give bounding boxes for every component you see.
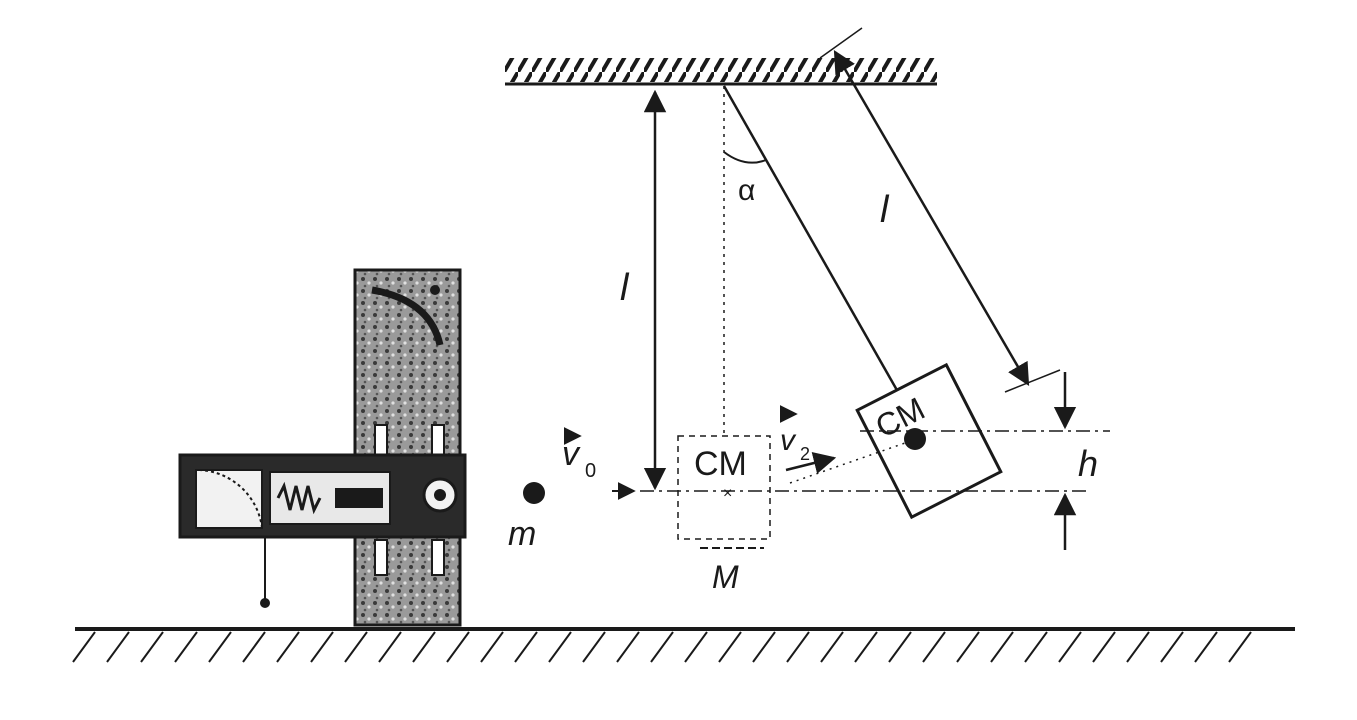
height-label: h (1078, 443, 1098, 484)
launcher-slot-d (431, 539, 445, 576)
ground-hatch-stroke (310, 631, 334, 663)
mass-block-label: M (712, 559, 739, 595)
velocity-initial-symbol: v (562, 435, 581, 473)
velocity-initial-subscript: 0 (585, 460, 596, 482)
length-slanted-extension-top (819, 27, 863, 59)
ground-hatch-stroke (480, 631, 504, 663)
ground-hatch-stroke (412, 631, 436, 663)
ground-hatch-stroke (582, 631, 606, 663)
ballistic-launcher-icon (178, 268, 467, 627)
ground-hatch-stroke (650, 631, 674, 663)
ground-hatch-stroke (1126, 631, 1150, 663)
length-slanted-extension-bottom (1004, 369, 1061, 393)
launcher-screw (430, 285, 440, 295)
angle-arc (723, 151, 767, 164)
ground-hatch-stroke (514, 631, 538, 663)
cm-initial-label: CM (694, 445, 747, 483)
cm-initial-marker: × (723, 485, 732, 502)
block-final-body (855, 362, 1003, 520)
velocity-final-symbol: v (780, 424, 797, 457)
velocity-final-arrow (785, 451, 837, 474)
ground (72, 627, 1295, 663)
ground-hatch-stroke (1058, 631, 1082, 663)
ground-hatch-stroke (990, 631, 1014, 663)
ground-hatch-stroke (820, 631, 844, 663)
length-slanted-label: l (880, 189, 890, 231)
mass-bullet-label: m (508, 515, 536, 553)
ground-hatch-stroke (1194, 631, 1218, 663)
ground-hatch-stroke (106, 631, 130, 663)
ground-hatch-stroke (208, 631, 232, 663)
launcher-piston (335, 488, 383, 508)
ground-hatch (72, 631, 1252, 663)
ground-hatch-stroke (242, 631, 266, 663)
launcher-slot-c (374, 539, 388, 576)
ground-hatch-stroke (174, 631, 198, 663)
pendulum-string (722, 85, 900, 393)
ground-hatch-stroke (956, 631, 980, 663)
ground-hatch-stroke (72, 631, 96, 663)
ground-hatch-stroke (888, 631, 912, 663)
ground-hatch-stroke (548, 631, 572, 663)
block-final: CM (855, 362, 1003, 520)
launcher-arc-slot (371, 286, 444, 346)
length-slanted-arrow (833, 50, 1030, 386)
length-vertical-label: l (620, 267, 630, 309)
ground-hatch-stroke (1024, 631, 1048, 663)
ceiling (505, 58, 937, 86)
ground-hatch-stroke (1228, 631, 1252, 663)
cm-final-dot (904, 428, 926, 450)
ground-hatch-stroke (854, 631, 878, 663)
ground-hatch-stroke (140, 631, 164, 663)
ground-hatch-stroke (718, 631, 742, 663)
launcher-plumb-bob (260, 598, 270, 608)
ground-hatch-stroke (378, 631, 402, 663)
velocity-final: v 2 (779, 405, 906, 484)
ground-hatch-stroke (752, 631, 776, 663)
ground-hatch-stroke (684, 631, 708, 663)
ground-hatch-stroke (786, 631, 810, 663)
angle-label: α (738, 174, 755, 207)
ground-hatch-stroke (1092, 631, 1116, 663)
launcher-spring (276, 481, 322, 515)
ground-hatch-stroke (344, 631, 368, 663)
ground-hatch-stroke (616, 631, 640, 663)
ground-hatch-stroke (1160, 631, 1184, 663)
launcher-muzzle-bore (434, 489, 446, 501)
block-initial-outline (677, 435, 771, 540)
bullet-ball-icon (523, 482, 545, 504)
ceiling-hatch (505, 58, 937, 82)
velocity-final-subscript: 2 (800, 444, 810, 464)
ground-hatch-stroke (446, 631, 470, 663)
ground-hatch-stroke (276, 631, 300, 663)
ground-hatch-stroke (922, 631, 946, 663)
velocity-initial: v 0 (562, 427, 636, 500)
